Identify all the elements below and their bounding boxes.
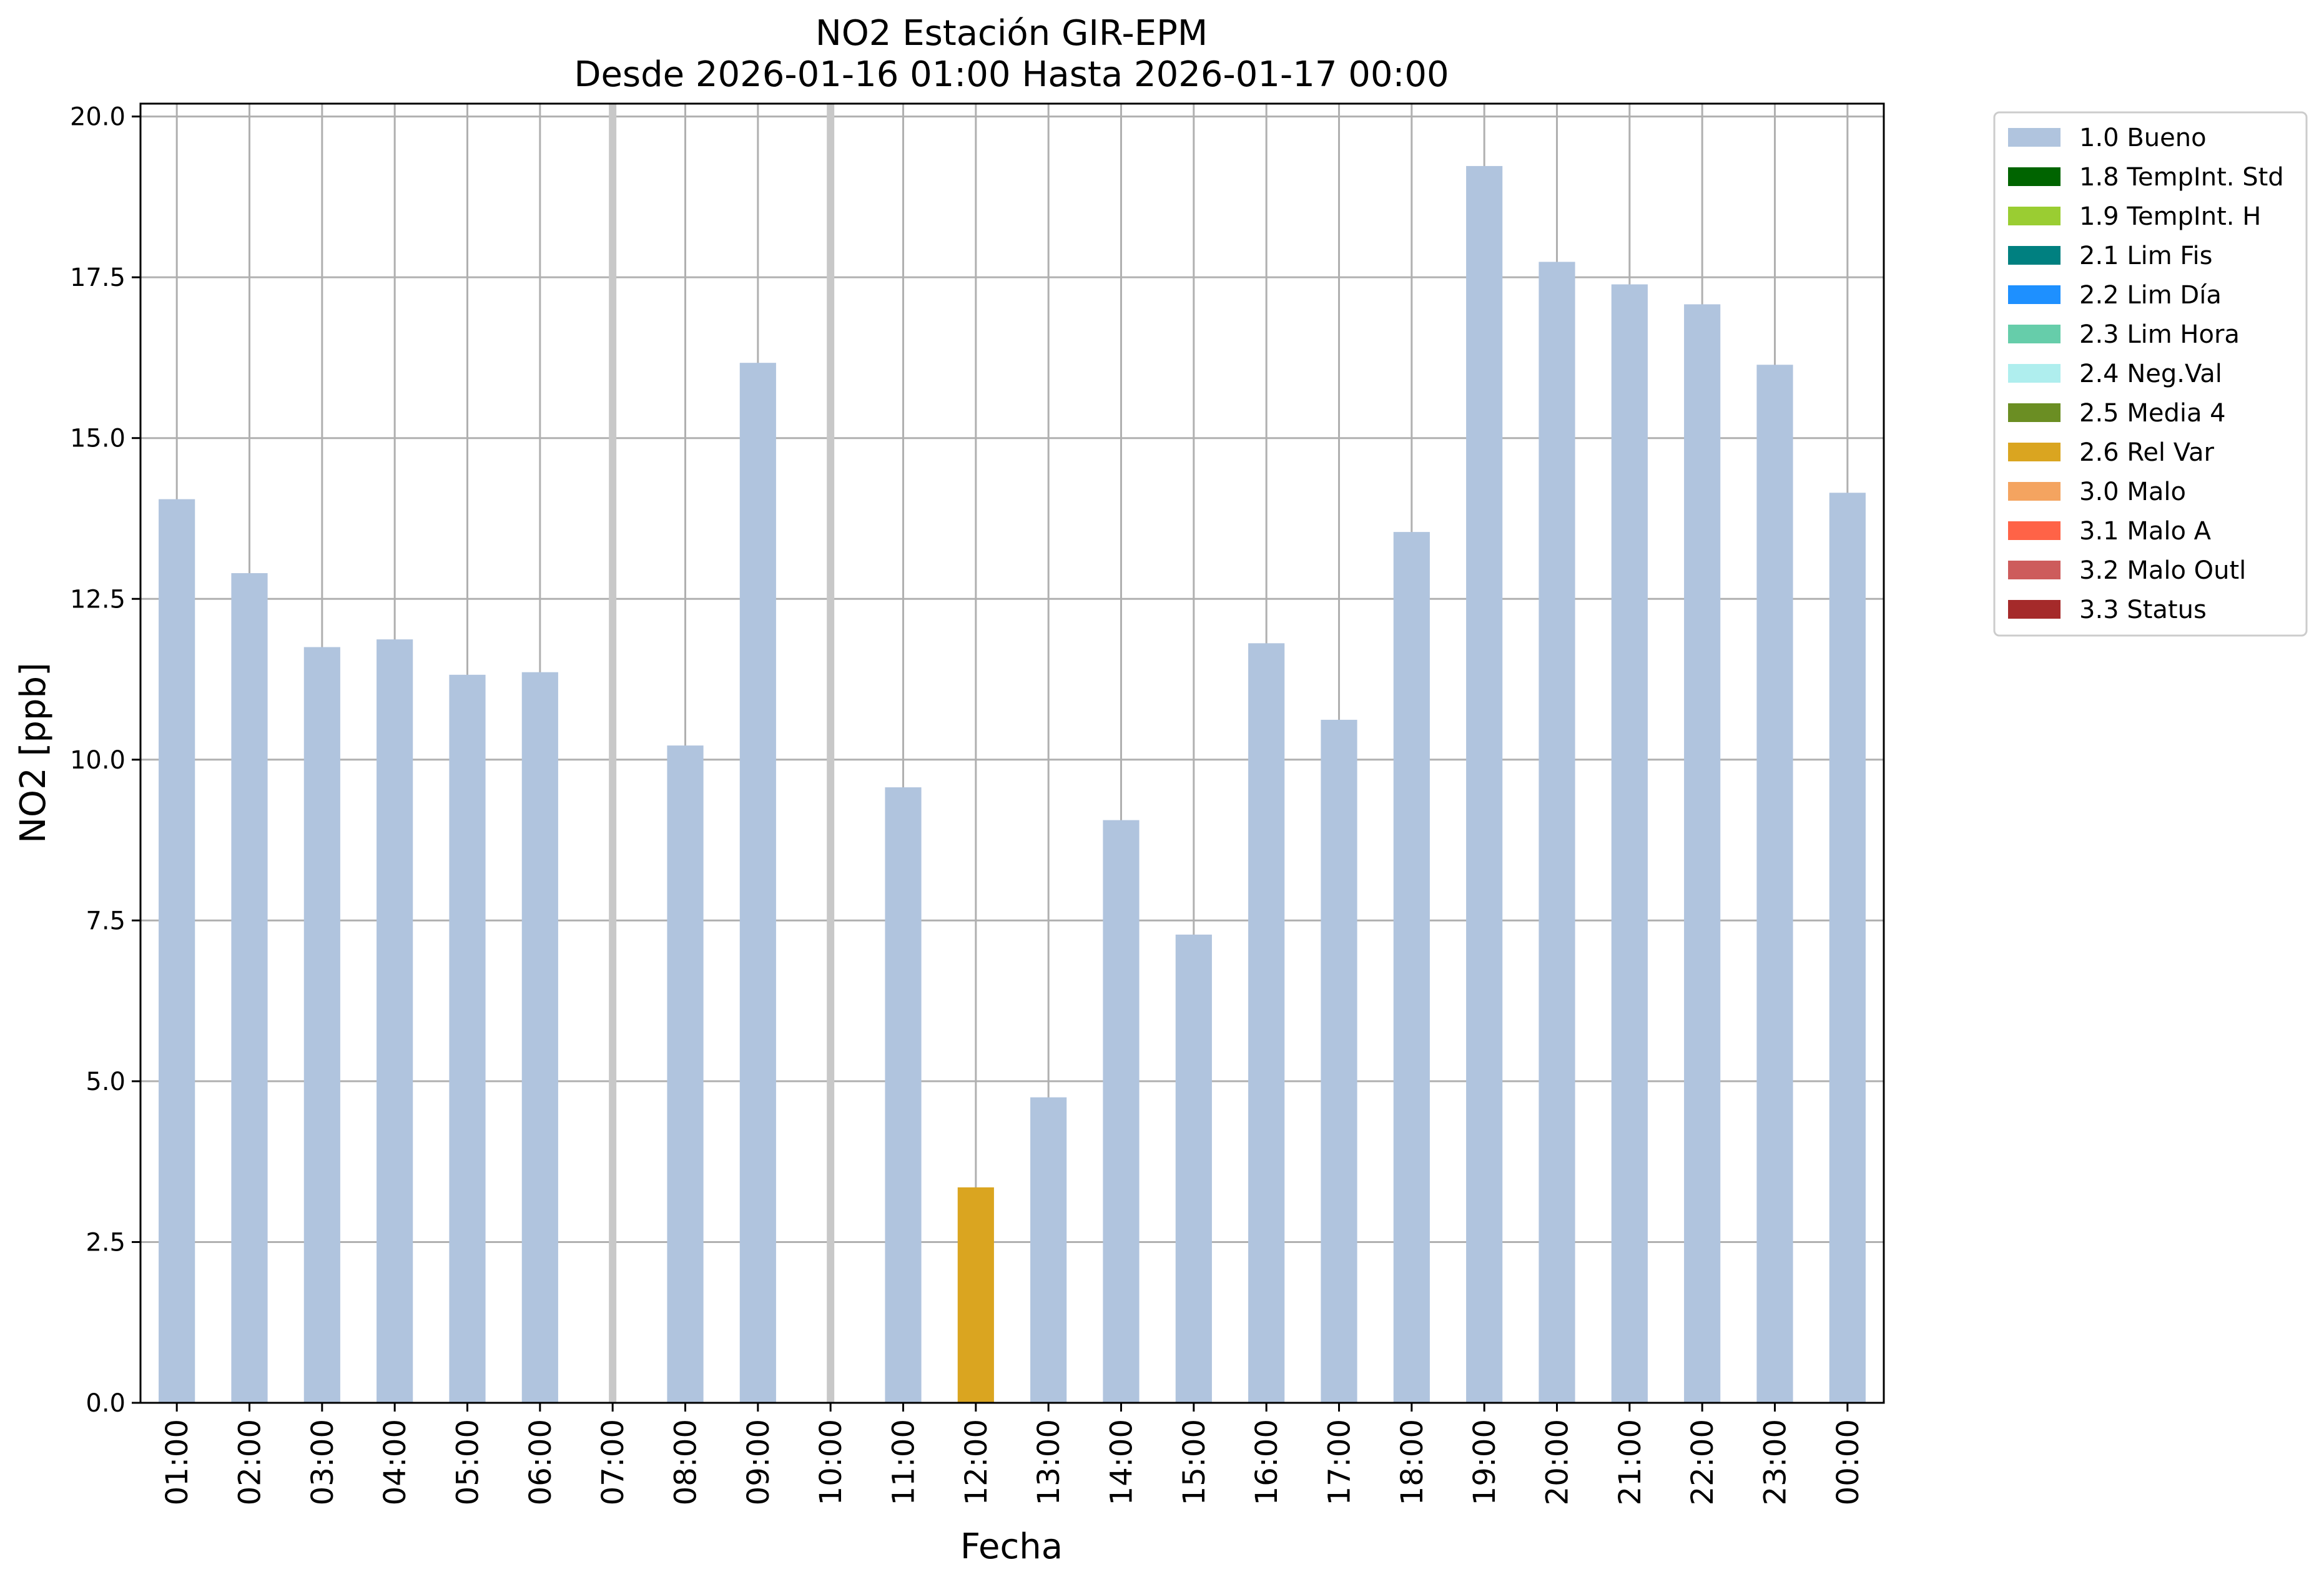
x-tick-label: 13:00 [1032, 1419, 1066, 1505]
bar [1466, 165, 1503, 1403]
chart-title: NO2 Estación GIR-EPM [815, 13, 1208, 54]
x-tick-label: 03:00 [305, 1419, 340, 1505]
x-tick-label: 14:00 [1105, 1419, 1140, 1505]
bar [1321, 719, 1357, 1403]
x-tick-label: 16:00 [1249, 1419, 1284, 1505]
bar [885, 787, 922, 1403]
bar [303, 647, 340, 1403]
x-tick-label: 19:00 [1467, 1419, 1502, 1505]
bar [521, 672, 558, 1403]
y-axis-label: NO2 [ppb] [13, 662, 54, 843]
bar [159, 499, 195, 1403]
y-tick-label: 7.5 [86, 906, 126, 935]
y-tick-label: 20.0 [70, 103, 126, 132]
legend-swatch [2008, 443, 2061, 461]
legend-label: 1.8 TempInt. Std [2079, 163, 2284, 192]
bar [1611, 284, 1648, 1403]
x-tick-label: 07:00 [596, 1419, 631, 1505]
legend-swatch [2008, 521, 2061, 540]
x-tick-label: 21:00 [1613, 1419, 1648, 1505]
x-tick-label: 11:00 [887, 1419, 922, 1505]
x-tick-label: 08:00 [669, 1419, 704, 1505]
bar [1756, 365, 1793, 1403]
legend-label: 1.9 TempInt. H [2079, 202, 2261, 231]
y-tick-label: 0.0 [86, 1389, 126, 1418]
legend-swatch [2008, 246, 2061, 265]
legend-swatch [2008, 600, 2061, 619]
bar [739, 363, 776, 1403]
y-tick-label: 15.0 [70, 425, 126, 453]
bar [1103, 820, 1140, 1403]
legend-label: 3.2 Malo Outl [2079, 556, 2246, 585]
missing-data-marker [827, 104, 835, 1403]
x-tick-label: 12:00 [959, 1419, 994, 1505]
x-tick-label: 20:00 [1540, 1419, 1575, 1505]
x-tick-label: 23:00 [1758, 1419, 1793, 1505]
y-tick-label: 10.0 [70, 746, 126, 775]
bar [231, 573, 268, 1403]
legend-swatch [2008, 561, 2061, 579]
bar [1393, 532, 1430, 1403]
legend-label: 2.6 Rel Var [2079, 438, 2215, 467]
legend-box [1993, 111, 2308, 637]
legend-label: 2.1 Lim Fis [2079, 242, 2212, 270]
legend-swatch [2008, 285, 2061, 304]
legend-swatch [2008, 403, 2061, 422]
y-tick-label: 2.5 [86, 1228, 126, 1257]
plot-frame [139, 102, 1885, 1404]
y-tick-label: 5.0 [86, 1068, 126, 1096]
x-tick-label: 22:00 [1685, 1419, 1720, 1505]
x-tick-label: 00:00 [1831, 1419, 1866, 1505]
y-axis-ticks: 0.0 2.5 5.0 7.5 10.0 12.5 15.0 17.5 20.0 [70, 103, 140, 1418]
bar [449, 674, 486, 1403]
x-tick-label: 10:00 [814, 1419, 849, 1505]
legend-items: 1.0 Bueno 1.8 TempInt. Std 1.9 TempInt. H 2… [2008, 124, 2284, 624]
x-tick-label: 06:00 [523, 1419, 558, 1505]
legend-label: 3.1 Malo A [2079, 517, 2212, 546]
legend-swatch [2008, 128, 2061, 147]
legend-label: 2.2 Lim Día [2079, 281, 2222, 310]
legend-label: 2.4 Neg.Val [2079, 360, 2222, 388]
missing-data-markers [609, 104, 835, 1403]
bar [1248, 643, 1285, 1403]
x-axis-ticks: 01:00 02:00 03:00 04:00 05:00 06:00 07:00 08:00… [160, 1403, 1866, 1505]
legend: 1.0 Bueno 1.8 TempInt. Std 1.9 TempInt. H 2… [1993, 111, 2308, 637]
bar [1829, 493, 1866, 1403]
legend-label: 1.0 Bueno [2079, 124, 2207, 152]
missing-data-marker [609, 104, 617, 1403]
legend-label: 2.5 Media 4 [2079, 399, 2226, 428]
bar [377, 639, 413, 1403]
legend-label: 2.3 Lim Hora [2079, 320, 2240, 349]
legend-label: 3.0 Malo [2079, 478, 2186, 506]
x-tick-label: 18:00 [1395, 1419, 1430, 1505]
x-tick-label: 17:00 [1322, 1419, 1357, 1505]
x-tick-label: 09:00 [741, 1419, 776, 1505]
bar [667, 745, 704, 1403]
x-tick-label: 02:00 [233, 1419, 268, 1505]
legend-label: 3.3 Status [2079, 596, 2207, 624]
bars [159, 165, 1866, 1403]
bar [1539, 262, 1575, 1403]
x-tick-label: 01:00 [160, 1419, 195, 1505]
x-tick-label: 15:00 [1177, 1419, 1212, 1505]
chart-subtitle: Desde 2026-01-16 01:00 Hasta 2026-01-17 … [574, 54, 1449, 95]
x-tick-label: 05:00 [451, 1419, 486, 1505]
legend-swatch [2008, 364, 2061, 383]
legend-swatch [2008, 207, 2061, 225]
legend-swatch [2008, 482, 2061, 501]
x-tick-label: 04:00 [378, 1419, 413, 1505]
bar [1030, 1097, 1067, 1403]
y-tick-label: 17.5 [70, 263, 126, 292]
y-tick-label: 12.5 [70, 585, 126, 614]
bar [957, 1187, 994, 1403]
x-axis-label: Fecha [960, 1526, 1063, 1567]
bar [1175, 935, 1212, 1403]
bar [1684, 304, 1721, 1403]
legend-swatch [2008, 325, 2061, 343]
legend-swatch [2008, 167, 2061, 186]
